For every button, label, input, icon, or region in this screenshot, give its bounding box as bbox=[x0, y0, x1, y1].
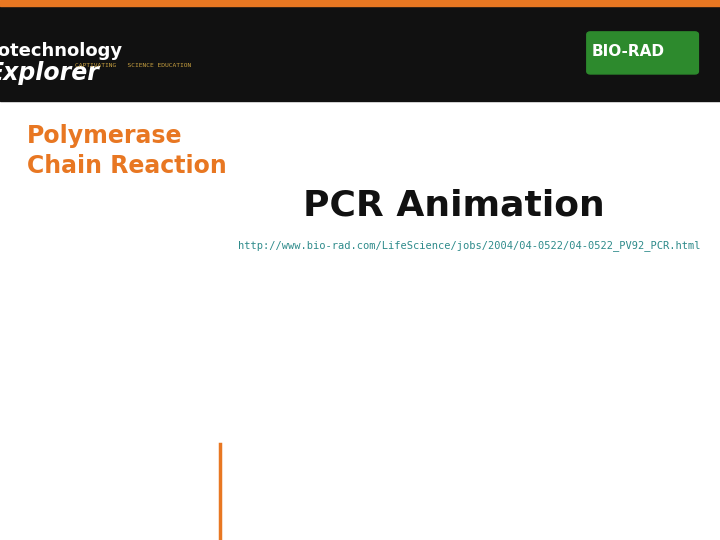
Text: http://www.bio-rad.com/LifeScience/jobs/2004/04-0522/04-0522_PV92_PCR.html: http://www.bio-rad.com/LifeScience/jobs/… bbox=[238, 240, 700, 251]
Bar bbox=[0, 6, 720, 101]
Text: PCR Animation: PCR Animation bbox=[302, 188, 605, 222]
FancyBboxPatch shape bbox=[587, 32, 698, 74]
Bar bbox=[0, 0, 720, 6]
Text: BIO-RAD: BIO-RAD bbox=[592, 44, 665, 59]
Text: Biotechnology: Biotechnology bbox=[0, 42, 122, 60]
Text: Explorer: Explorer bbox=[0, 61, 99, 85]
Text: Polymerase
Chain Reaction: Polymerase Chain Reaction bbox=[27, 124, 227, 178]
Text: CAPTIVATING   SCIENCE EDUCATION: CAPTIVATING SCIENCE EDUCATION bbox=[75, 63, 192, 69]
